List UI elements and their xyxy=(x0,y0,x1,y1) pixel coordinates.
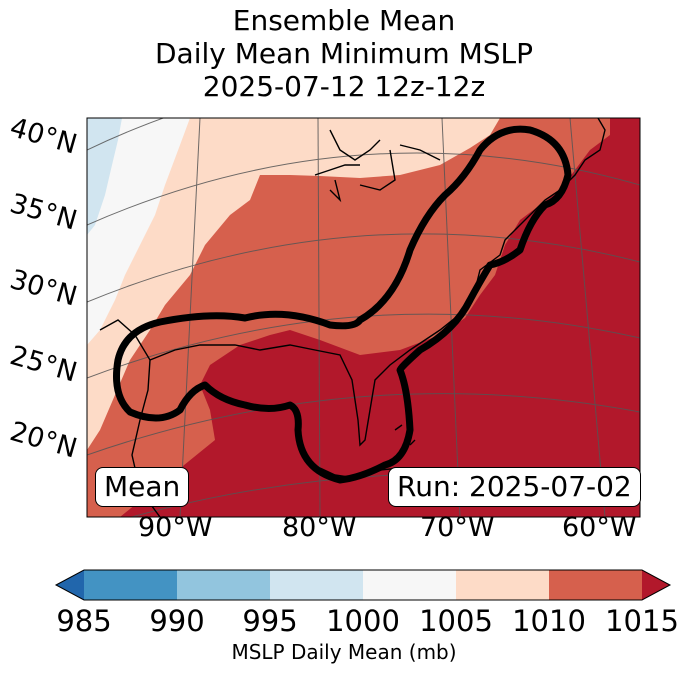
ensemble-contour xyxy=(113,125,572,484)
colorbar-tick-1010: 1010 xyxy=(512,604,586,638)
colorbar-segment xyxy=(84,570,177,600)
colorbar-outline xyxy=(54,569,672,601)
colorbar-extend-low xyxy=(56,570,84,600)
colorbar-segment xyxy=(549,570,642,600)
colorbar xyxy=(54,569,672,601)
colorbar-tick-995: 995 xyxy=(242,604,298,638)
colorbar-tick-1015: 1015 xyxy=(605,604,679,638)
colorbar-tick-990: 990 xyxy=(149,604,205,638)
lon-label-90w: 90°W xyxy=(138,512,213,543)
chart-title-line-3: 2025-07-12 12z-12z xyxy=(202,70,486,103)
band-1005-1010 xyxy=(87,118,500,450)
lon-label-70w: 70°W xyxy=(420,512,495,543)
colorbar-segment xyxy=(177,570,270,600)
chart-title-line-2: Daily Mean Minimum MSLP xyxy=(154,37,533,70)
colorbar-tick-985: 985 xyxy=(56,604,112,638)
colorbar-tick-1005: 1005 xyxy=(419,604,493,638)
colorbar-segment xyxy=(363,570,456,600)
colorbar-label: MSLP Daily Mean (mb) xyxy=(231,640,457,664)
run-date-box: Run: 2025-07-02 xyxy=(388,467,641,507)
chart-title-line-1: Ensemble Mean xyxy=(232,4,456,37)
lon-label-80w: 80°W xyxy=(282,512,357,543)
colorbar-segment xyxy=(456,570,549,600)
colorbar-segment xyxy=(270,570,363,600)
colorbar-tick-1000: 1000 xyxy=(326,604,400,638)
map-frame xyxy=(86,117,641,518)
colorbar-extend-high xyxy=(642,570,670,600)
lon-label-60w: 60°W xyxy=(562,512,637,543)
band-995-1000 xyxy=(87,118,122,235)
mean-box: Mean xyxy=(95,467,190,507)
band-1000-1005 xyxy=(87,118,190,345)
